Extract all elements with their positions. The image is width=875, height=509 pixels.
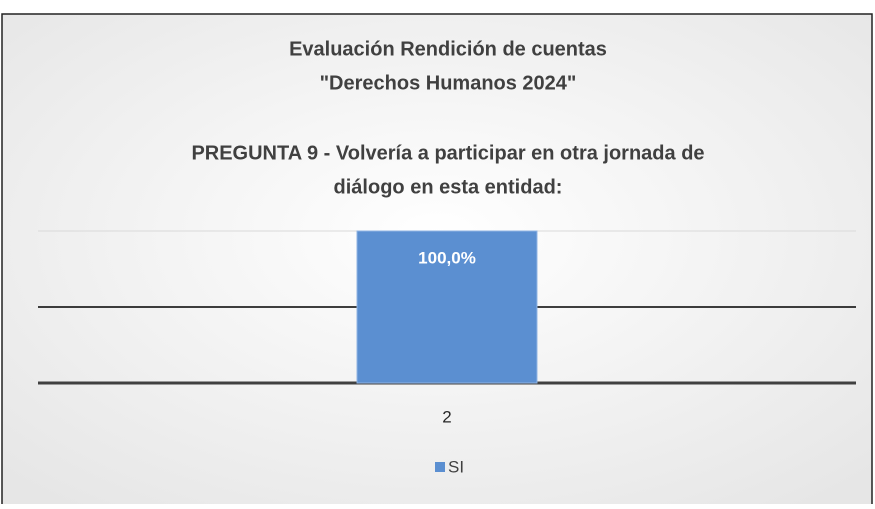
chart-title: Evaluación Rendición de cuentas: [289, 38, 607, 60]
chart-subtitle: diálogo en esta entidad:: [334, 176, 563, 198]
bar: [356, 230, 538, 384]
chart-title: "Derechos Humanos 2024": [320, 72, 577, 94]
data-label: 100,0%: [418, 248, 476, 267]
legend-swatch: [435, 462, 445, 472]
x-tick-label: 2: [442, 407, 451, 426]
legend-label: SI: [448, 457, 464, 476]
chart-subtitle: PREGUNTA 9 - Volvería a participar en ot…: [191, 142, 704, 164]
